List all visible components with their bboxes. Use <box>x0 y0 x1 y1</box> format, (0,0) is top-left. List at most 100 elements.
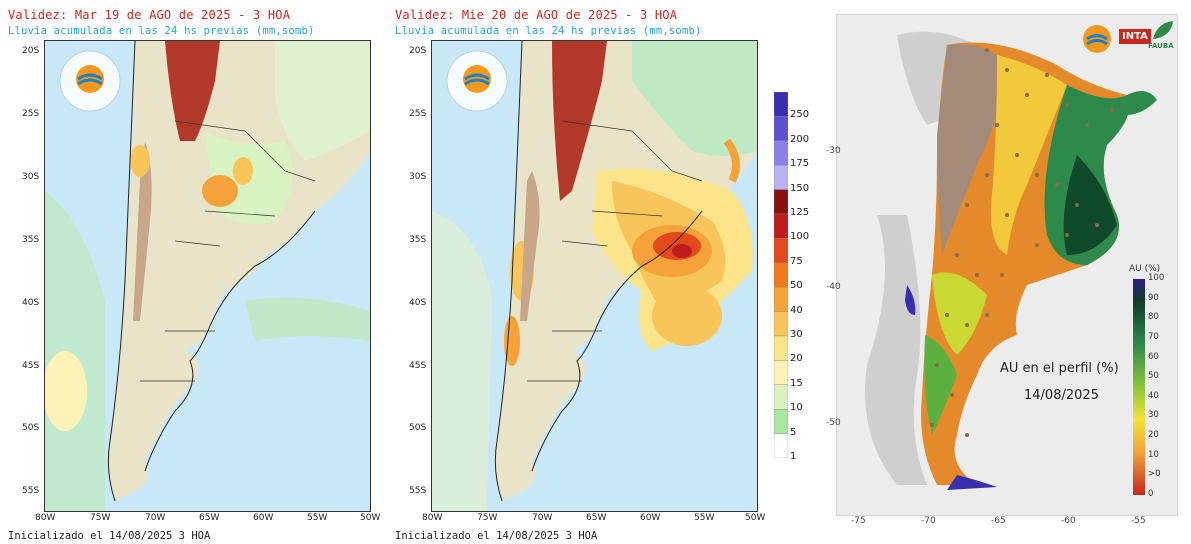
rain-legend-swatch <box>774 238 788 263</box>
au-legend-label: 100 <box>1148 273 1165 283</box>
au-lon-tick-55: -55 <box>1131 516 1146 526</box>
au-legend-bar <box>1133 279 1145 495</box>
rain-legend-label: 15 <box>790 377 803 389</box>
left-lat-tick-50s: 50S <box>22 423 40 433</box>
left-lat-tick-55s: 55S <box>22 486 40 496</box>
rain-legend-label: 250 <box>790 109 810 121</box>
station-dot <box>1035 243 1039 247</box>
station-dot <box>1000 273 1004 277</box>
station-dot <box>1085 123 1089 127</box>
rain-legend-swatch <box>774 384 788 410</box>
au-legend-label: 60 <box>1148 351 1159 362</box>
station-dot <box>965 203 969 207</box>
station-dot <box>975 273 979 277</box>
mid-lon-tick-80w: 80W <box>422 513 443 523</box>
station-dot <box>1065 103 1069 107</box>
station-dot <box>1095 223 1099 227</box>
smn-logo-icon <box>1083 25 1111 53</box>
station-dot <box>985 173 989 177</box>
left-lat-tick-40s: 40S <box>22 298 40 308</box>
station-dot <box>1005 68 1009 72</box>
mid-lon-tick-55w: 55W <box>694 513 715 523</box>
mid-lon-tick-75w: 75W <box>477 513 498 523</box>
au-legend-label: 0 <box>1148 489 1154 499</box>
rain-legend-label: 40 <box>790 304 803 316</box>
station-dot <box>1110 108 1114 112</box>
station-dot <box>985 313 989 317</box>
mid-map-svg <box>432 41 757 511</box>
left-subtitle: Lluvia acumulada en las 24 hs previas (m… <box>8 25 315 37</box>
rain-legend-label: 5 <box>790 426 797 438</box>
station-dot <box>995 123 999 127</box>
mid-lon-tick-60w: 60W <box>640 513 661 523</box>
left-lon-tick-80w: 80W <box>35 513 56 523</box>
mid-lat-tick-55s: 55S <box>409 486 427 496</box>
station-dot <box>965 323 969 327</box>
station-dot <box>955 253 959 257</box>
left-lat-tick-25s: 25S <box>22 109 40 119</box>
station-dot <box>930 423 934 427</box>
station-dot <box>1075 203 1079 207</box>
left-lon-tick-75w: 75W <box>90 513 111 523</box>
left-lat-tick-30s: 30S <box>22 172 40 182</box>
fauba-leaf-icon <box>1153 21 1173 39</box>
left-init-label: Inicializado el 14/08/2025 3 HOA <box>8 530 211 542</box>
rain-legend-swatch <box>774 311 788 337</box>
rain-legend-swatch <box>774 335 788 361</box>
mid-subtitle: Lluvia acumulada en las 24 hs previas (m… <box>395 25 702 37</box>
station-dot <box>945 313 949 317</box>
rain-legend-label: 50 <box>790 280 803 292</box>
station-dot <box>1065 233 1069 237</box>
rain-legend-label: 75 <box>790 255 803 267</box>
au-map-panel: AU en el perfil (%) 14/08/2025 INTA FAUB… <box>836 14 1178 516</box>
rain-legend-label: 100 <box>790 231 810 243</box>
au-lat-tick-30: -30 <box>826 146 841 156</box>
au-legend-label: 50 <box>1148 371 1159 382</box>
au-lat-tick-50: -50 <box>826 418 841 428</box>
station-dot <box>1015 153 1019 157</box>
mid-lat-tick-30s: 30S <box>409 172 427 182</box>
left-validity-title: Validez: Mar 19 de AGO de 2025 - 3 HOA <box>8 8 291 22</box>
rain-legend-label: 10 <box>790 402 803 414</box>
au-legend-label: 30 <box>1148 410 1159 421</box>
rain-legend-swatch <box>774 286 788 312</box>
left-lon-tick-50w: 50W <box>360 513 381 523</box>
mid-rain-map <box>431 40 758 512</box>
station-dot <box>985 48 989 52</box>
mid-validity-title: Validez: Mie 20 de AGO de 2025 - 3 HOA <box>395 8 678 22</box>
mid-init-label: Inicializado el 14/08/2025 3 HOA <box>395 530 598 542</box>
station-dot <box>965 433 969 437</box>
mid-lon-tick-70w: 70W <box>532 513 553 523</box>
mid-lat-tick-25s: 25S <box>409 109 427 119</box>
left-lon-tick-70w: 70W <box>145 513 166 523</box>
left-lat-tick-35s: 35S <box>22 235 40 245</box>
station-dot <box>1025 93 1029 97</box>
left-lat-tick-45s: 45S <box>22 361 40 371</box>
au-legend-label: >0 <box>1148 469 1161 480</box>
rain-legend-label: 125 <box>790 207 810 218</box>
station-dot <box>1035 173 1039 177</box>
mid-lat-tick-45s: 45S <box>409 361 427 371</box>
rain-legend-swatch <box>774 189 788 215</box>
rain-legend-swatch <box>774 140 788 166</box>
au-legend-label: 20 <box>1148 430 1159 441</box>
mid-lon-tick-65w: 65W <box>586 513 607 523</box>
au-lon-tick-70: -70 <box>921 516 936 526</box>
rain-legend-swatch <box>774 164 788 190</box>
au-map-title: AU en el perfil (%) <box>1000 361 1119 376</box>
mid-lat-tick-50s: 50S <box>409 423 427 433</box>
au-lon-tick-75: -75 <box>851 516 866 526</box>
rain-legend-swatch <box>774 360 788 385</box>
rain-legend-swatch <box>774 433 788 458</box>
mid-lat-tick-20s: 20S <box>409 46 427 56</box>
au-legend-label: 10 <box>1148 449 1159 460</box>
mid-lat-tick-35s: 35S <box>409 235 427 245</box>
mid-lon-tick-50w: 50W <box>745 513 766 523</box>
rain-legend-swatch <box>774 262 788 288</box>
au-map-svg <box>837 15 1177 515</box>
left-rain-map <box>44 40 371 512</box>
au-legend-title: AU (%) <box>1129 264 1161 274</box>
station-dot <box>1055 183 1059 187</box>
au-lon-tick-60: -60 <box>1061 516 1076 526</box>
au-legend-label: 40 <box>1148 390 1159 401</box>
